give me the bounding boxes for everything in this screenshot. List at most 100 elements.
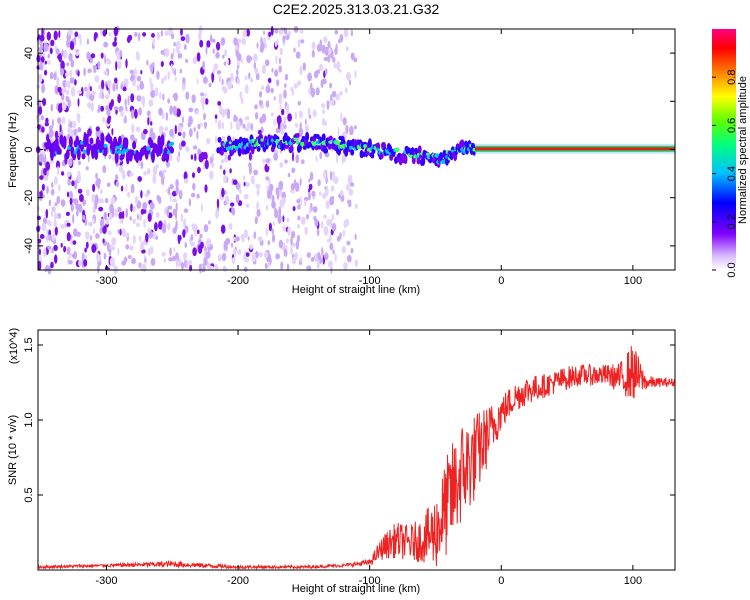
heatmap-noise-cell — [102, 116, 106, 123]
heatmap-noise-cell — [65, 211, 70, 216]
heatmap-noise-cell — [140, 81, 144, 86]
heatmap-noise-cell — [188, 107, 194, 113]
heatmap-noise-cell — [336, 153, 339, 164]
heatmap-noise-cell — [45, 117, 49, 124]
heatmap-noise-cell — [114, 77, 118, 84]
heatmap-noise-cell — [237, 59, 240, 67]
heatmap-noise-cell — [208, 82, 212, 88]
heatmap-noise-cell — [161, 112, 165, 120]
heatmap-noise-cell — [110, 99, 115, 107]
heatmap-noise-cell — [200, 241, 204, 249]
heatmap-noise-cell — [315, 155, 318, 163]
heatmap-signal-cell — [116, 145, 121, 150]
heatmap-noise-cell — [77, 118, 80, 124]
heatmap-noise-cell — [120, 185, 124, 192]
heatmap-signal-cell — [295, 140, 300, 145]
heatmap-noise-cell — [264, 42, 268, 49]
heatmap-noise-cell — [188, 259, 193, 266]
heatmap-noise-cell — [69, 252, 73, 257]
heatmap-noise-cell — [258, 252, 263, 258]
heatmap-noise-cell — [60, 242, 63, 248]
heatmap-noise-cell — [195, 109, 199, 115]
heatmap-noise-cell — [211, 76, 214, 83]
heatmap-noise-cell — [66, 39, 70, 48]
heatmap-noise-cell — [192, 145, 198, 150]
heatmap-noise-cell — [148, 99, 154, 107]
heatmap-noise-cell — [342, 229, 346, 237]
heatmap-noise-cell — [265, 85, 271, 94]
heatmap-noise-cell — [164, 74, 167, 81]
heatmap-noise-cell — [334, 252, 337, 263]
heatmap-noise-cell — [164, 30, 170, 36]
heatmap-noise-cell — [254, 104, 258, 110]
heatmap-noise-cell — [100, 198, 104, 204]
heatmap-noise-cell — [134, 67, 137, 78]
heatmap-noise-cell — [292, 206, 296, 212]
heatmap-noise-cell — [146, 59, 149, 66]
snr-y-axis-label: SNR (10 * v/v) — [7, 415, 19, 485]
heatmap-noise-cell — [268, 178, 271, 186]
heatmap-noise-cell — [230, 202, 235, 207]
heatmap-noise-cell — [168, 257, 174, 262]
heatmap-noise-cell — [259, 46, 264, 53]
heatmap-noise-cell — [284, 73, 289, 81]
heatmap-noise-cell — [174, 68, 177, 76]
heatmap-noise-cell — [340, 112, 343, 122]
heatmap-noise-cell — [97, 182, 100, 190]
heatmap-noise-cell — [184, 259, 188, 269]
heatmap-signal-cell — [76, 148, 81, 161]
heatmap-noise-cell — [37, 260, 42, 271]
heatmap-noise-cell — [155, 163, 159, 169]
heatmap-noise-cell — [129, 245, 134, 251]
heatmap-noise-cell — [110, 206, 115, 214]
heatmap-noise-cell — [214, 114, 218, 119]
heatmap-noise-cell — [242, 175, 246, 181]
heatmap-noise-cell — [106, 117, 111, 124]
heatmap-noise-cell — [101, 79, 105, 90]
heatmap-noise-cell — [236, 69, 239, 76]
heatmap-noise-cell — [298, 127, 304, 137]
heatmap-noise-cell — [249, 244, 254, 250]
heatmap-signal-cell — [114, 150, 119, 164]
heatmap-noise-cell — [282, 215, 285, 223]
heatmap-noise-cell — [334, 30, 339, 35]
heatmap-noise-cell — [66, 191, 70, 198]
heatmap-noise-cell — [167, 222, 171, 231]
heatmap-noise-cell — [257, 129, 262, 135]
heatmap-noise-cell — [43, 175, 49, 182]
heatmap-noise-cell — [54, 130, 59, 139]
heatmap-signal-cell — [100, 132, 105, 147]
heatmap-noise-cell — [346, 71, 351, 81]
heatmap-noise-cell — [85, 231, 90, 240]
heatmap-noise-cell — [348, 200, 352, 208]
colorbar-tick-label: 0.0 — [726, 262, 738, 277]
heatmap-noise-cell — [332, 249, 335, 255]
heatmap-noise-cell — [290, 183, 295, 191]
heatmap-noise-cell — [293, 83, 298, 89]
heatmap-noise-cell — [132, 205, 136, 212]
heatmap-signal-cell — [219, 149, 224, 156]
heatmap-noise-cell — [172, 93, 177, 99]
heatmap-noise-cell — [295, 240, 299, 250]
heatmap-noise-cell — [250, 175, 255, 185]
heatmap-noise-cell — [308, 114, 312, 119]
snr-panel: -300 -200 -100 0 100 0.5 1.0 1.5 Height of str… — [7, 328, 676, 595]
heatmap-noise-cell — [111, 128, 114, 136]
heatmap-noise-cell — [111, 237, 117, 246]
heatmap-noise-cell — [263, 251, 269, 259]
snr-frame — [37, 329, 676, 571]
heatmap-noise-cell — [279, 190, 283, 197]
heatmap-noise-cell — [169, 128, 174, 138]
heatmap-signal-cell — [117, 149, 122, 154]
heatmap-noise-cell — [154, 222, 158, 232]
heatmap-noise-cell — [140, 208, 145, 215]
heatmap-noise-cell — [329, 242, 334, 251]
heatmap-noise-cell — [91, 193, 97, 204]
heatmap-noise-cell — [338, 68, 342, 73]
heatmap-noise-cell — [57, 184, 61, 192]
heatmap-noise-cell — [308, 191, 311, 201]
heatmap-x-tick-label: -300 — [95, 275, 117, 287]
heatmap-noise-cell — [161, 77, 165, 85]
heatmap-noise-cell — [196, 130, 199, 140]
heatmap-noise-cell — [69, 77, 75, 84]
